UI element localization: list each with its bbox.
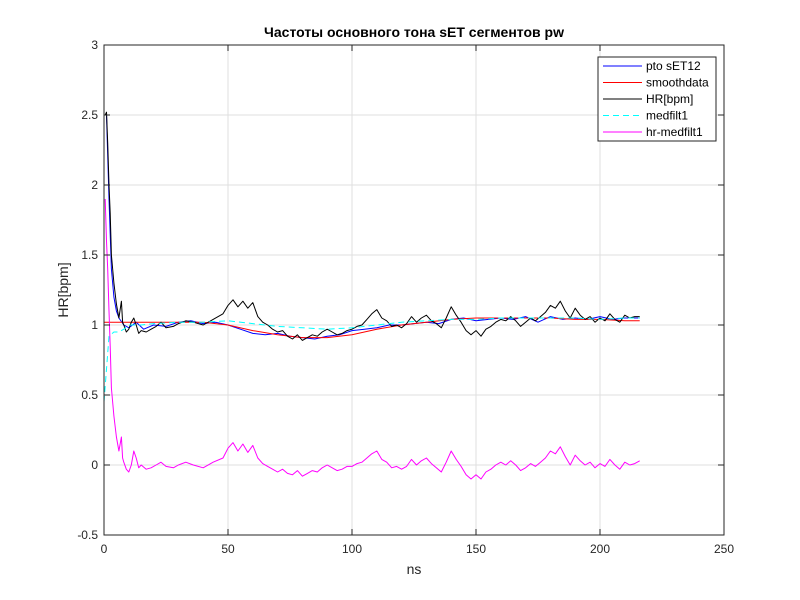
y-tick-label: 1.5	[81, 248, 98, 262]
legend-label: medfilt1	[646, 109, 688, 123]
series-line	[103, 317, 640, 403]
y-axis-label: HR[bpm]	[55, 262, 71, 317]
legend-label: smoothdata	[646, 76, 709, 90]
legend-label: pto sET12	[646, 59, 701, 73]
axes-box	[103, 44, 725, 536]
legend-label: hr-medfilt1	[646, 125, 703, 139]
x-tick-label: 250	[714, 542, 734, 556]
y-tick-label: 0	[91, 458, 98, 472]
series-line	[104, 198, 640, 480]
series-line	[106, 114, 640, 340]
x-tick-label: 0	[101, 542, 108, 556]
y-tick-label: -0.5	[77, 528, 98, 542]
y-axis: -0.5 0 0.5 1 1.5 2 2.5 3	[77, 38, 724, 542]
y-tick-label: 2.5	[81, 108, 98, 122]
y-tick-label: 1	[91, 318, 98, 332]
chart-title: Частоты основного тона sET сегментов pw	[264, 24, 564, 40]
series-line	[104, 111, 640, 341]
legend: pto sET12 smoothdata HR[bpm] medfilt1 hr-med…	[597, 56, 717, 142]
y-tick-label: 0.5	[81, 388, 98, 402]
y-tick-label: 2	[91, 178, 98, 192]
x-axis: 0 50 100 150 200 250	[101, 45, 734, 556]
x-axis-label: ns	[407, 561, 422, 577]
series-layer	[103, 111, 640, 480]
legend-label: HR[bpm]	[646, 92, 693, 106]
x-tick-label: 200	[590, 542, 610, 556]
x-tick-label: 150	[466, 542, 486, 556]
y-tick-label: 3	[91, 38, 98, 52]
x-tick-label: 50	[221, 542, 235, 556]
x-tick-label: 100	[342, 542, 362, 556]
